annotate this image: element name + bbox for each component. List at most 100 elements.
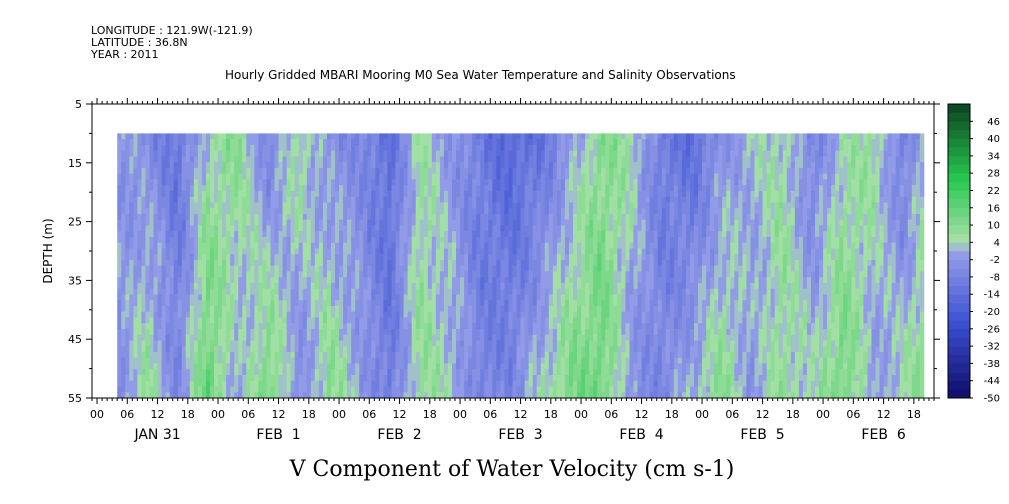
heatmap-cell bbox=[363, 294, 368, 301]
heatmap-cell bbox=[306, 334, 312, 341]
heatmap-cell bbox=[294, 236, 300, 244]
heatmap-cell bbox=[294, 323, 300, 330]
heatmap-cell bbox=[447, 162, 453, 169]
heatmap-cell bbox=[464, 392, 469, 399]
heatmap-cell bbox=[431, 311, 437, 318]
heatmap-cell bbox=[447, 219, 453, 226]
heatmap-cell bbox=[153, 392, 158, 399]
heatmap-cell bbox=[218, 357, 223, 364]
heatmap-cell bbox=[298, 294, 304, 301]
heatmap-cell bbox=[480, 179, 485, 186]
heatmap-cell bbox=[508, 185, 513, 192]
heatmap-cell bbox=[343, 225, 348, 232]
heatmap-cell bbox=[528, 248, 534, 255]
heatmap-cell bbox=[294, 300, 300, 307]
heatmap-cell bbox=[314, 340, 320, 347]
heatmap-cell bbox=[335, 305, 340, 313]
heatmap-cell bbox=[492, 369, 497, 376]
heatmap-cell bbox=[125, 156, 130, 163]
heatmap-cell bbox=[472, 254, 477, 261]
heatmap-cell bbox=[282, 179, 288, 186]
heatmap-cell bbox=[355, 340, 360, 347]
heatmap-cell bbox=[137, 162, 142, 169]
heatmap-cell bbox=[351, 231, 356, 238]
heatmap-cell bbox=[310, 185, 316, 192]
heatmap-cell bbox=[403, 242, 409, 249]
heatmap-cell bbox=[230, 179, 235, 186]
heatmap-cell bbox=[468, 208, 473, 215]
heatmap-cell bbox=[488, 294, 493, 301]
heatmap-cell bbox=[238, 363, 243, 370]
heatmap-cell bbox=[193, 386, 199, 393]
heatmap-cell bbox=[149, 282, 154, 290]
heatmap-cell bbox=[395, 139, 400, 146]
heatmap-cell bbox=[161, 236, 167, 244]
heatmap-cell bbox=[460, 328, 465, 336]
heatmap-cell bbox=[407, 236, 413, 244]
heatmap-cell bbox=[197, 225, 203, 232]
heatmap-cell bbox=[427, 369, 433, 376]
heatmap-cell bbox=[226, 208, 231, 215]
heatmap-cell bbox=[387, 357, 392, 364]
heatmap-cell bbox=[456, 133, 461, 140]
heatmap-cell bbox=[121, 254, 126, 261]
heatmap-cell bbox=[185, 231, 191, 238]
heatmap-cell bbox=[218, 185, 223, 192]
heatmap-cell bbox=[423, 357, 429, 364]
heatmap-cell bbox=[133, 334, 138, 341]
heatmap-cell bbox=[552, 254, 558, 261]
heatmap-cell bbox=[532, 305, 538, 313]
heatmap-cell bbox=[218, 300, 223, 307]
heatmap-cell bbox=[189, 185, 195, 192]
heatmap-cell bbox=[306, 156, 312, 163]
heatmap-cell bbox=[544, 167, 550, 175]
heatmap-cell bbox=[544, 208, 550, 215]
heatmap-cell bbox=[544, 179, 550, 186]
heatmap-cell bbox=[270, 271, 275, 278]
heatmap-cell bbox=[387, 144, 392, 152]
heatmap-cell bbox=[411, 363, 417, 370]
heatmap-cell bbox=[431, 346, 437, 353]
heatmap-cell bbox=[262, 340, 267, 347]
heatmap-cell bbox=[137, 190, 142, 198]
heatmap-cell bbox=[209, 328, 215, 336]
heatmap-cell bbox=[258, 185, 263, 192]
heatmap-cell bbox=[262, 144, 267, 152]
heatmap-cell bbox=[330, 328, 336, 336]
heatmap-cell bbox=[222, 179, 227, 186]
heatmap-cell bbox=[379, 369, 384, 376]
heatmap-cell bbox=[411, 162, 417, 169]
heatmap-cell bbox=[443, 150, 449, 157]
heatmap-cell bbox=[262, 185, 267, 192]
heatmap-cell bbox=[476, 231, 481, 238]
heatmap-cell bbox=[197, 190, 203, 198]
heatmap-cell bbox=[415, 369, 421, 376]
heatmap-cell bbox=[153, 351, 158, 359]
heatmap-cell bbox=[447, 392, 453, 399]
heatmap-cell bbox=[435, 363, 441, 370]
heatmap-cell bbox=[165, 231, 171, 238]
heatmap-cell bbox=[339, 219, 344, 226]
heatmap-cell bbox=[391, 236, 396, 244]
heatmap-cell bbox=[173, 277, 179, 284]
heatmap-cell bbox=[443, 305, 449, 313]
heatmap-cell bbox=[508, 357, 513, 364]
heatmap-cell bbox=[480, 277, 485, 284]
heatmap-cell bbox=[222, 208, 227, 215]
heatmap-cell bbox=[282, 271, 288, 278]
heatmap-cell bbox=[379, 386, 384, 393]
heatmap-cell bbox=[456, 167, 461, 175]
heatmap-cell bbox=[145, 317, 150, 324]
heatmap-cell bbox=[431, 139, 437, 146]
heatmap-cell bbox=[189, 202, 195, 209]
heatmap-cell bbox=[274, 334, 279, 341]
heatmap-cell bbox=[375, 167, 380, 175]
heatmap-cell bbox=[125, 277, 130, 284]
heatmap-cell bbox=[447, 139, 453, 146]
heatmap-cell bbox=[278, 179, 283, 186]
heatmap-cell bbox=[367, 133, 372, 140]
heatmap-cell bbox=[423, 179, 429, 186]
heatmap-cell bbox=[415, 219, 421, 226]
heatmap-cell bbox=[137, 363, 142, 370]
heatmap-cell bbox=[427, 213, 433, 221]
